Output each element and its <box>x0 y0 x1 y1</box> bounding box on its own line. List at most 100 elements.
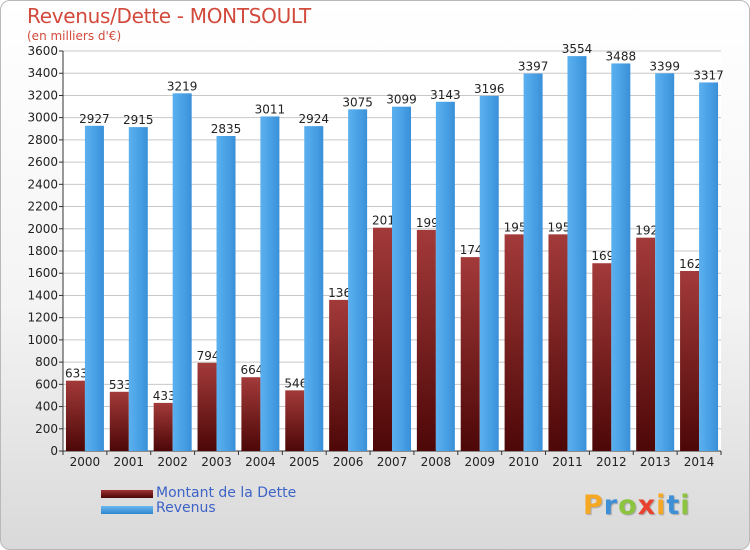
x-tick-label: 2012 <box>596 455 627 469</box>
bar-label-revenus: 3317 <box>693 68 724 82</box>
bar-revenus <box>172 93 192 451</box>
bar-dette <box>285 390 305 451</box>
bar-revenus <box>84 125 104 452</box>
bar-dette <box>460 257 480 451</box>
y-tick-label: 2600 <box>27 155 58 169</box>
x-tick-label: 2005 <box>289 455 320 469</box>
bar-label-revenus: 3219 <box>167 79 198 93</box>
bar-label-revenus: 2835 <box>211 122 242 136</box>
bar-label-dette: 633 <box>65 367 88 381</box>
bar-label-dette: 546 <box>284 376 307 390</box>
bar-label-dette: 136 <box>328 286 351 300</box>
x-tick-label: 2002 <box>157 455 188 469</box>
bar-dette <box>416 229 436 451</box>
bar-label-revenus: 2927 <box>79 112 110 126</box>
bar-dette <box>153 402 173 451</box>
bar-label-revenus: 2924 <box>298 112 329 126</box>
bar-dette <box>329 299 349 451</box>
bar-label-dette: 169 <box>591 249 614 263</box>
x-tick-label: 2001 <box>114 455 145 469</box>
y-tick-label: 800 <box>35 355 58 369</box>
logo-letter: i <box>656 490 667 521</box>
bar-revenus <box>655 73 675 451</box>
legend-swatch-dette <box>101 490 153 498</box>
bar-label-revenus: 3554 <box>562 42 593 56</box>
bar-label-dette: 433 <box>153 389 176 403</box>
y-tick-label: 0 <box>50 444 58 458</box>
y-tick-label: 1000 <box>27 333 58 347</box>
bar-revenus <box>304 126 324 451</box>
bar-label-revenus: 3488 <box>606 49 637 63</box>
x-tick-label: 2009 <box>464 455 495 469</box>
bar-revenus <box>216 136 236 451</box>
y-tick-label: 1400 <box>27 288 58 302</box>
logo-letter: t <box>666 490 681 521</box>
x-tick-label: 2000 <box>70 455 101 469</box>
chart-title: Revenus/Dette - MONTSOULT <box>27 4 311 28</box>
bar-dette <box>65 380 85 451</box>
y-tick-label: 3600 <box>27 44 58 58</box>
logo-letter: r <box>603 490 619 521</box>
logo-letter: o <box>618 490 638 521</box>
bar-dette <box>504 234 524 451</box>
bar-label-dette: 195 <box>504 220 527 234</box>
y-tick-label: 2800 <box>27 133 58 147</box>
logo-letter: i <box>680 490 691 521</box>
bar-label-dette: 195 <box>548 220 571 234</box>
bar-dette <box>592 263 612 451</box>
legend-swatch-revenus <box>101 506 153 514</box>
y-tick-label: 2000 <box>27 222 58 236</box>
y-tick-label: 600 <box>35 377 58 391</box>
legend-label-dette: Montant de la Dette <box>156 485 297 501</box>
bar-label-dette: 162 <box>679 257 702 271</box>
y-tick-label: 2400 <box>27 177 58 191</box>
bar-label-revenus: 3099 <box>386 93 417 107</box>
bar-label-revenus: 3399 <box>649 59 680 73</box>
logo-letter: x <box>637 490 657 521</box>
bar-label-revenus: 3397 <box>518 60 549 74</box>
bar-label-dette: 794 <box>197 349 220 363</box>
bar-label-revenus: 2915 <box>123 113 154 127</box>
y-tick-label: 3400 <box>27 66 58 80</box>
chart-subtitle: (en milliers d'€) <box>27 29 122 43</box>
y-tick-label: 1200 <box>27 311 58 325</box>
x-tick-label: 2008 <box>421 455 452 469</box>
y-tick-label: 2200 <box>27 200 58 214</box>
x-tick-label: 2014 <box>684 455 715 469</box>
logo-letter: P <box>583 490 604 521</box>
x-tick-label: 2003 <box>201 455 232 469</box>
bar-dette <box>197 362 217 451</box>
bar-revenus <box>699 82 719 451</box>
bar-revenus <box>348 109 368 451</box>
bar-label-dette: 199 <box>416 216 439 230</box>
bar-dette <box>373 227 392 451</box>
bar-label-dette: 192 <box>635 224 658 238</box>
x-tick-label: 2013 <box>640 455 671 469</box>
bar-revenus <box>128 127 148 451</box>
y-tick-label: 1800 <box>27 244 58 258</box>
y-tick-label: 3000 <box>27 111 58 125</box>
y-tick-label: 400 <box>35 400 58 414</box>
bar-revenus <box>523 73 543 452</box>
y-tick-label: 1600 <box>27 266 58 280</box>
bar-label-dette: 664 <box>240 363 263 377</box>
x-tick-label: 2004 <box>245 455 276 469</box>
x-tick-label: 2011 <box>552 455 583 469</box>
bar-revenus <box>435 101 455 452</box>
x-tick-label: 2007 <box>377 455 408 469</box>
bar-label-revenus: 3011 <box>255 102 286 116</box>
bar-label-dette: 533 <box>109 378 132 392</box>
bar-dette <box>636 237 656 451</box>
bar-revenus <box>567 56 587 451</box>
y-tick-label: 200 <box>35 422 58 436</box>
bar-dette <box>548 234 568 451</box>
bar-revenus <box>479 95 499 451</box>
bar-label-dette: 174 <box>460 243 483 257</box>
bar-revenus <box>611 63 631 451</box>
bar-label-revenus: 3075 <box>342 95 373 109</box>
bar-label-revenus: 3196 <box>474 82 505 96</box>
bar-dette <box>241 377 261 451</box>
bar-revenus <box>260 116 280 451</box>
